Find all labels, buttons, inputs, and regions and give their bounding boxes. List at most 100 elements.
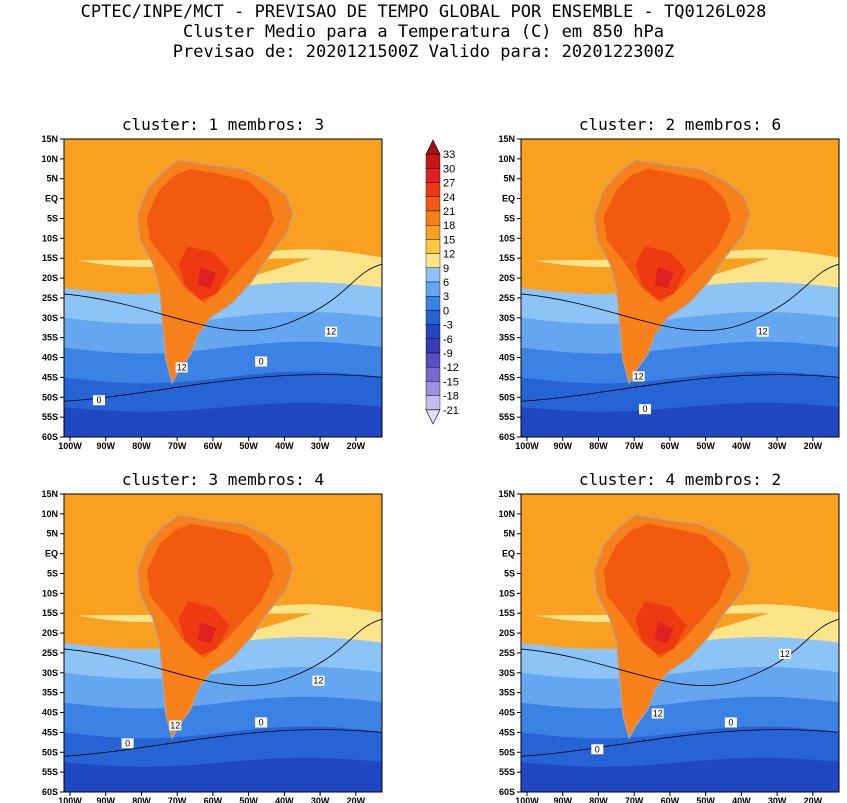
panel-title: cluster: 4 membros: 2 — [579, 470, 781, 489]
lat-tick-label: 45S — [499, 372, 515, 382]
lon-tick-label: 40W — [732, 441, 751, 451]
lon-tick-label: 80W — [589, 441, 608, 451]
map-frame — [520, 138, 840, 438]
lon-tick-label: 70W — [168, 441, 187, 451]
lat-tick-label: 30S — [42, 313, 58, 323]
lat-tick-label: EQ — [502, 194, 515, 204]
panel-title: cluster: 3 membros: 4 — [122, 470, 324, 489]
lat-tick-label: 5N — [503, 174, 515, 184]
contour-label: 12 — [177, 362, 187, 372]
contour-label: 0 — [96, 395, 101, 405]
lat-tick-label: 10S — [499, 233, 515, 243]
colorbar-cell — [425, 367, 441, 382]
contour-0 — [521, 374, 839, 402]
lat-tick-label: 10N — [41, 154, 58, 164]
lat-tick-label: 60S — [499, 432, 515, 442]
colorbar-cell — [425, 168, 441, 183]
contour-0 — [521, 729, 839, 757]
lon-tick-label: 40W — [732, 796, 751, 803]
panel-title: cluster: 2 membros: 6 — [579, 115, 781, 134]
field-21 — [603, 523, 731, 658]
coastline — [593, 514, 751, 740]
lon-tick-label: 80W — [589, 796, 608, 803]
contour-label-bg — [255, 356, 268, 367]
colorbar-cell — [425, 338, 441, 354]
colorbar-label: -12 — [443, 362, 459, 374]
field-27 — [197, 267, 217, 288]
lat-tick-label: 40S — [42, 353, 58, 363]
contour-label: 12 — [780, 649, 790, 659]
contour-label: 12 — [653, 709, 663, 719]
colorbar-label: 18 — [443, 220, 455, 232]
cluster-panel-1: cluster: 1 membros: 3 15N 10N 5N EQ 5S 10S 15S 2… — [41, 115, 383, 451]
lat-tick-label: 45S — [42, 727, 58, 737]
lat-tick-label: EQ — [45, 194, 58, 204]
contour-label: 12 — [313, 676, 323, 686]
lon-tick-label: 20W — [347, 441, 366, 451]
lat-tick-label: 55S — [42, 767, 58, 777]
lat-tick-label: 5S — [504, 213, 515, 223]
colorbar-cell — [425, 395, 441, 411]
cluster-panel-3: cluster: 3 membros: 4 15N 10N 5N EQ 5S 10S 15S 2… — [41, 470, 383, 803]
colorbar-label: 9 — [443, 263, 449, 275]
lon-tick-label: 20W — [804, 441, 823, 451]
lon-tick-label: 30W — [311, 441, 330, 451]
coastline — [136, 159, 294, 385]
colorbar-label: 6 — [443, 277, 449, 289]
lat-tick-label: 15S — [42, 253, 58, 263]
lon-tick-label: 70W — [625, 796, 644, 803]
field-m6 — [521, 402, 839, 437]
colorbar-label: -15 — [443, 376, 459, 388]
temperature-field — [64, 139, 382, 437]
colorbar-label: 33 — [443, 149, 455, 161]
lon-tick-label: 30W — [768, 796, 787, 803]
lon-tick-label: 20W — [804, 796, 823, 803]
contour-label-bg — [651, 708, 664, 719]
lat-tick-label: 60S — [42, 432, 58, 442]
contour-label: 0 — [125, 738, 130, 748]
cluster-panel-4: cluster: 4 membros: 2 15N 10N 5N EQ 5S 10S 15S 2… — [498, 470, 840, 803]
contour-label: 0 — [595, 744, 600, 754]
lon-tick-label: 40W — [275, 796, 294, 803]
colorbar-cell — [425, 182, 441, 198]
colorbar-label: 30 — [443, 163, 455, 175]
colorbar-label: 15 — [443, 234, 455, 246]
lat-tick-label: 60S — [42, 787, 58, 797]
lon-tick-label: 100W — [515, 441, 539, 451]
contour-label: 0 — [728, 717, 733, 727]
lon-tick-label: 50W — [696, 441, 715, 451]
colorbar-cell — [425, 210, 441, 226]
field-m6 — [64, 402, 382, 437]
field-21 — [146, 523, 274, 658]
contour-0 — [64, 729, 382, 757]
contour-label-bg — [121, 738, 134, 749]
contour-label-bg — [778, 648, 791, 659]
lat-tick-label: 5S — [504, 568, 515, 578]
lon-tick-label: 90W — [96, 796, 115, 803]
map-frame — [63, 493, 383, 793]
map-frame — [520, 493, 840, 793]
contour-12 — [521, 263, 839, 332]
temperature-field — [521, 494, 839, 792]
lat-tick-label: 50S — [499, 392, 515, 402]
lat-tick-label: 10S — [42, 588, 58, 598]
temperature-field — [64, 494, 382, 792]
lat-tick-label: 10N — [498, 154, 515, 164]
lat-tick-label: 50S — [499, 747, 515, 757]
lat-tick-label: 25S — [42, 648, 58, 658]
colorbar-cell — [425, 239, 441, 254]
lon-tick-label: 90W — [96, 441, 115, 451]
lat-tick-label: 35S — [499, 333, 515, 343]
contour-12 — [64, 263, 382, 332]
lat-tick-label: 35S — [42, 688, 58, 698]
lat-tick-label: EQ — [45, 549, 58, 559]
lon-tick-label: 50W — [239, 441, 258, 451]
lon-tick-label: 70W — [625, 441, 644, 451]
contour-label-bg — [255, 717, 268, 728]
contour-label: 12 — [758, 327, 768, 337]
temperature-field — [521, 139, 839, 437]
contour-label-bg — [92, 395, 105, 406]
colorbar-label: -9 — [443, 348, 453, 360]
lat-tick-label: 30S — [42, 668, 58, 678]
